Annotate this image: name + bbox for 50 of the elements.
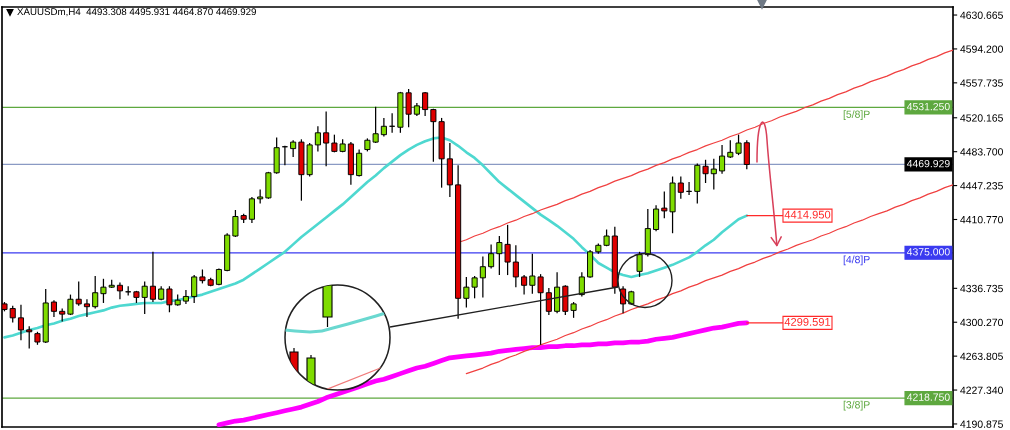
candlestick xyxy=(191,274,198,304)
annotation: 4218.750 xyxy=(906,393,950,401)
y-tick-label: 4300.270 xyxy=(960,318,1003,327)
y-tick-label: 4520.165 xyxy=(960,114,1003,122)
annotation: 4469.929 xyxy=(906,159,950,168)
line-series xyxy=(216,320,750,427)
data-label: 4299.591 xyxy=(784,317,831,326)
candlestick xyxy=(380,117,387,138)
candlestick xyxy=(488,243,495,270)
y-tick-label: 4336.735 xyxy=(960,284,1003,293)
annotation: 4531.250 xyxy=(906,102,950,111)
y-tick-label: 4594.200 xyxy=(960,45,1003,53)
candlestick xyxy=(17,304,25,341)
candlestick xyxy=(314,125,321,153)
candlestick xyxy=(512,244,519,288)
line-series xyxy=(465,184,953,375)
candlestick xyxy=(710,158,717,191)
y-tick-label: 4630.665 xyxy=(960,11,1003,19)
y-tick-label: 4190.875 xyxy=(960,420,1003,428)
candlestick xyxy=(92,275,99,310)
y-tick-label: 4483.700 xyxy=(960,148,1003,156)
ref-line-label: [5/8]P xyxy=(843,110,870,120)
candlestick xyxy=(677,175,684,200)
candlestick xyxy=(323,110,330,167)
y-tick-label: 4557.735 xyxy=(960,79,1003,87)
candlestick xyxy=(743,139,750,170)
candlestick xyxy=(521,274,528,296)
y-tick-label: 4263.805 xyxy=(960,352,1003,361)
candlestick xyxy=(578,271,585,298)
y-tick-label: 4447.235 xyxy=(960,182,1003,190)
candlestick xyxy=(356,148,363,178)
candlestick xyxy=(248,196,255,224)
ref-line-label: [3/8]P xyxy=(843,400,870,411)
annotation: 4375.000 xyxy=(906,248,950,256)
candlestick xyxy=(636,251,643,278)
ref-line-label: [4/8]P xyxy=(843,255,870,266)
candlestick xyxy=(83,298,90,318)
candlestick xyxy=(149,251,156,303)
chart-title: XAUUSDm,H4 4493.308 4495.931 4464.870 4469.929 xyxy=(17,8,256,17)
candlestick xyxy=(182,289,189,305)
line-series xyxy=(3,136,749,339)
candlestick xyxy=(422,91,429,117)
candlestick xyxy=(545,287,552,316)
candlestick xyxy=(653,204,660,232)
y-tick-label: 4227.340 xyxy=(960,386,1003,394)
candlestick xyxy=(719,144,726,175)
candlestick xyxy=(26,325,33,350)
data-label: 4414.950 xyxy=(784,210,831,219)
candlestick xyxy=(479,255,486,299)
y-tick-label: 4410.770 xyxy=(960,215,1003,224)
